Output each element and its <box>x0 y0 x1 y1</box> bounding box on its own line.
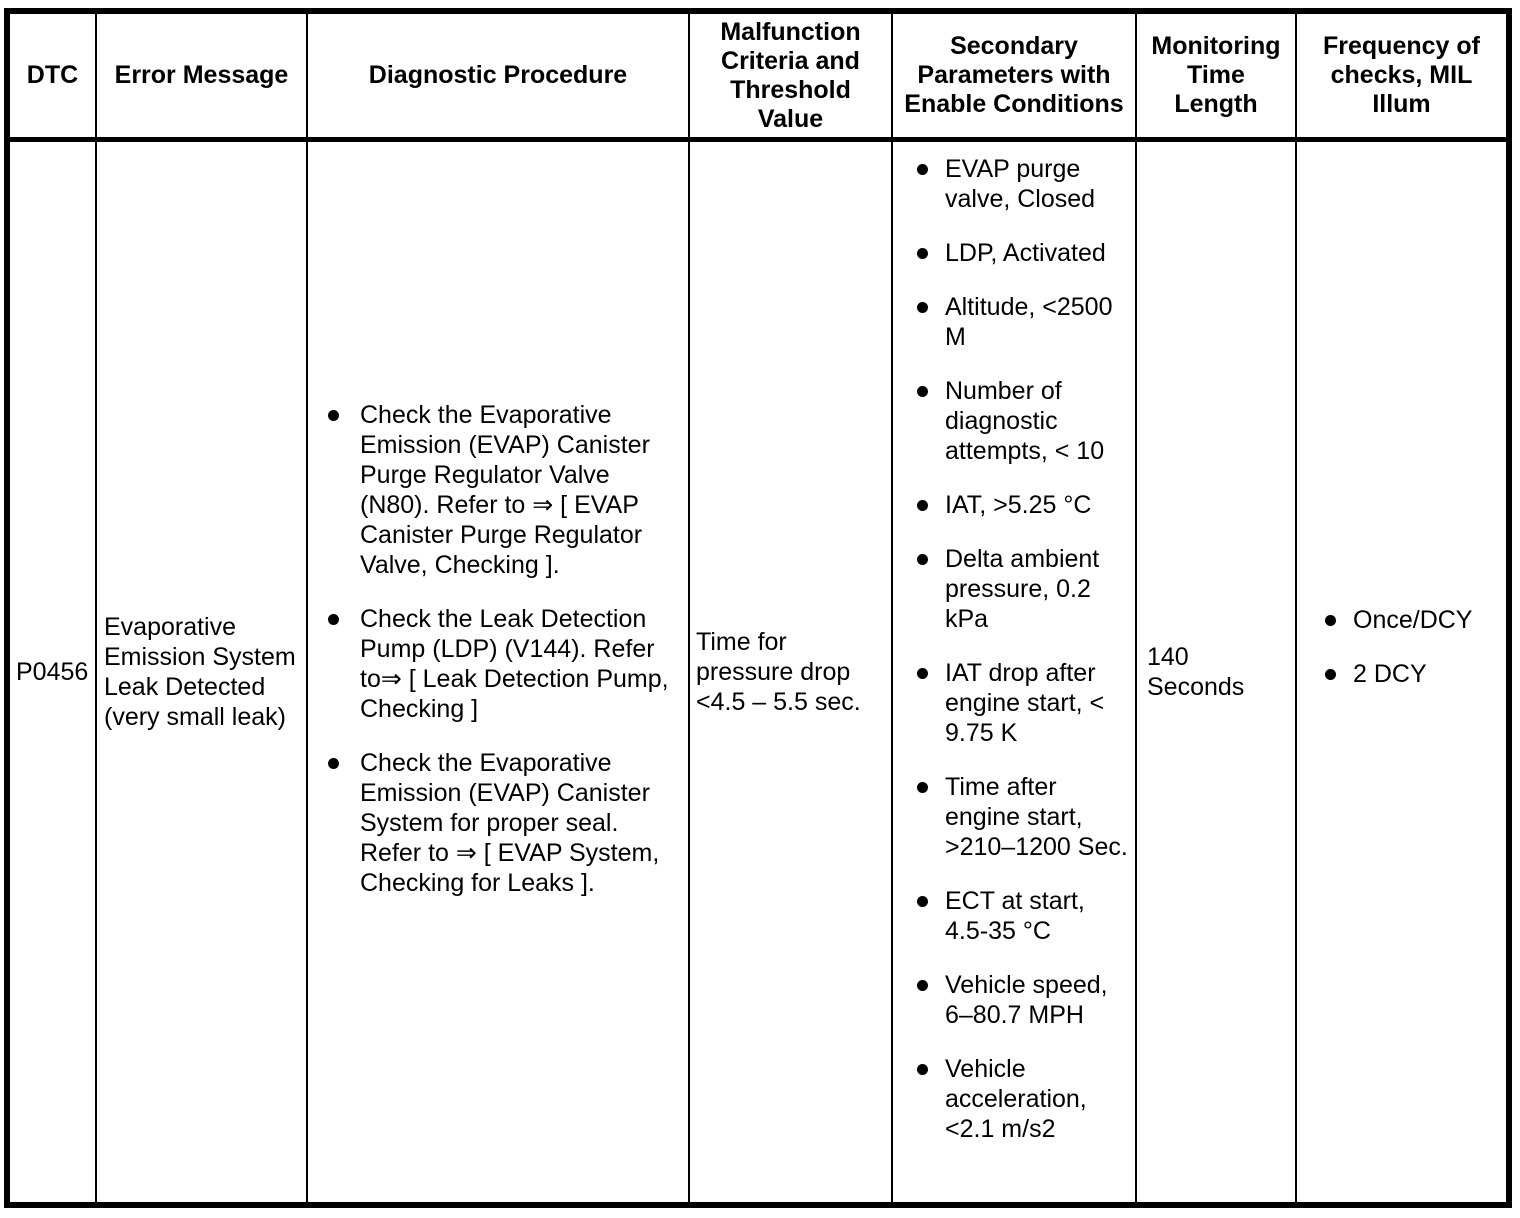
header-monitoring-time: Monitoring Time Length <box>1135 14 1295 137</box>
bullet-icon <box>917 668 928 679</box>
dtc-table: DTC Error Message Diagnostic Procedure M… <box>4 8 1512 1208</box>
bullet-item-text: Check the Leak Detection Pump (LDP) (V14… <box>360 605 669 723</box>
cell-monitoring-time: 140 Seconds <box>1135 142 1295 1202</box>
bullet-item-text: Vehicle speed, 6–80.7 MPH <box>945 971 1108 1029</box>
bullet-item-text: LDP, Activated <box>945 239 1106 267</box>
bullet-item-text: Altitude, <2500 M <box>945 293 1113 351</box>
header-malfunction-criteria: Malfunction Criteria and Threshold Value <box>688 14 891 137</box>
cell-frequency-of-checks: Once/DCY 2 DCY <box>1295 142 1506 1202</box>
bullet-icon <box>917 500 928 511</box>
cell-diagnostic-procedure: Check the Evaporative Emission (EVAP) Ca… <box>306 142 688 1202</box>
bullet-item-text: Number of diagnostic attempts, < 10 <box>945 377 1105 465</box>
bullet-list-item: Check the Evaporative Emission (EVAP) Ca… <box>328 748 684 898</box>
header-error-message: Error Message <box>95 14 306 137</box>
bullet-icon <box>917 164 928 175</box>
bullet-icon <box>917 896 928 907</box>
table-header-row: DTC Error Message Diagnostic Procedure M… <box>10 14 1506 142</box>
bullet-icon <box>328 758 339 769</box>
bullet-list-item: Check the Leak Detection Pump (LDP) (V14… <box>328 604 684 724</box>
table-body-row: P0456 Evaporative Emission System Leak D… <box>10 142 1506 1202</box>
bullet-icon <box>917 554 928 565</box>
bullet-icon <box>1325 615 1336 626</box>
cell-dtc-code: P0456 <box>16 658 89 686</box>
bullet-item-text: 2 DCY <box>1353 660 1427 688</box>
header-frequency-of-checks: Frequency of checks, MIL Illum <box>1295 14 1506 137</box>
bullet-item-text: IAT, >5.25 °C <box>945 491 1092 519</box>
header-secondary-parameters: Secondary Parameters with Enable Conditi… <box>891 14 1135 137</box>
bullet-item-text: Vehicle acceleration, <2.1 m/s2 <box>945 1055 1087 1143</box>
bullet-list-item: Time after engine start, >210–1200 Sec. <box>917 772 1135 862</box>
bullet-icon <box>917 248 928 259</box>
bullet-icon <box>917 980 928 991</box>
bullet-item-text: Check the Evaporative Emission (EVAP) Ca… <box>360 749 660 897</box>
cell-secondary-parameters: EVAP purge valve, Closed LDP, Activated Al… <box>891 142 1135 1202</box>
bullet-icon <box>1325 669 1336 680</box>
cell-error-message: Evaporative Emission System Leak Detecte… <box>95 142 306 1202</box>
bullet-list-item: Number of diagnostic attempts, < 10 <box>917 376 1135 466</box>
bullet-list-item: EVAP purge valve, Closed <box>917 154 1135 214</box>
cell-malfunction-criteria: Time for pressure drop <4.5 – 5.5 sec. <box>688 142 891 1202</box>
bullet-item-text: Check the Evaporative Emission (EVAP) Ca… <box>360 401 650 579</box>
bullet-icon <box>917 782 928 793</box>
bullet-list-item: Check the Evaporative Emission (EVAP) Ca… <box>328 400 684 580</box>
bullet-icon <box>328 614 339 625</box>
bullet-list-item: 2 DCY <box>1325 659 1506 689</box>
bullet-item-text: Delta ambient pressure, 0.2 kPa <box>945 545 1100 633</box>
bullet-item-text: ECT at start, 4.5-35 °C <box>945 887 1085 945</box>
bullet-icon <box>328 410 339 421</box>
bullet-list-item: IAT, >5.25 °C <box>917 490 1135 520</box>
bullet-icon <box>917 302 928 313</box>
bullet-list-item: IAT drop after engine start, < 9.75 K <box>917 658 1135 748</box>
bullet-icon <box>917 386 928 397</box>
bullet-icon <box>917 1064 928 1075</box>
bullet-list-item: ECT at start, 4.5-35 °C <box>917 886 1135 946</box>
bullet-item-text: Time after engine start, >210–1200 Sec. <box>945 773 1128 861</box>
header-dtc: DTC <box>26 61 79 89</box>
header-diagnostic-procedure: Diagnostic Procedure <box>306 14 688 137</box>
bullet-list-item: Once/DCY <box>1325 605 1506 635</box>
bullet-item-text: Once/DCY <box>1353 606 1473 634</box>
bullet-list-item: Altitude, <2500 M <box>917 292 1135 352</box>
bullet-list-item: LDP, Activated <box>917 238 1135 268</box>
bullet-item-text: IAT drop after engine start, < 9.75 K <box>945 659 1105 747</box>
bullet-item-text: EVAP purge valve, Closed <box>945 155 1096 213</box>
bullet-list-item: Vehicle acceleration, <2.1 m/s2 <box>917 1054 1135 1144</box>
bullet-list-item: Delta ambient pressure, 0.2 kPa <box>917 544 1135 634</box>
bullet-list-item: Vehicle speed, 6–80.7 MPH <box>917 970 1135 1030</box>
